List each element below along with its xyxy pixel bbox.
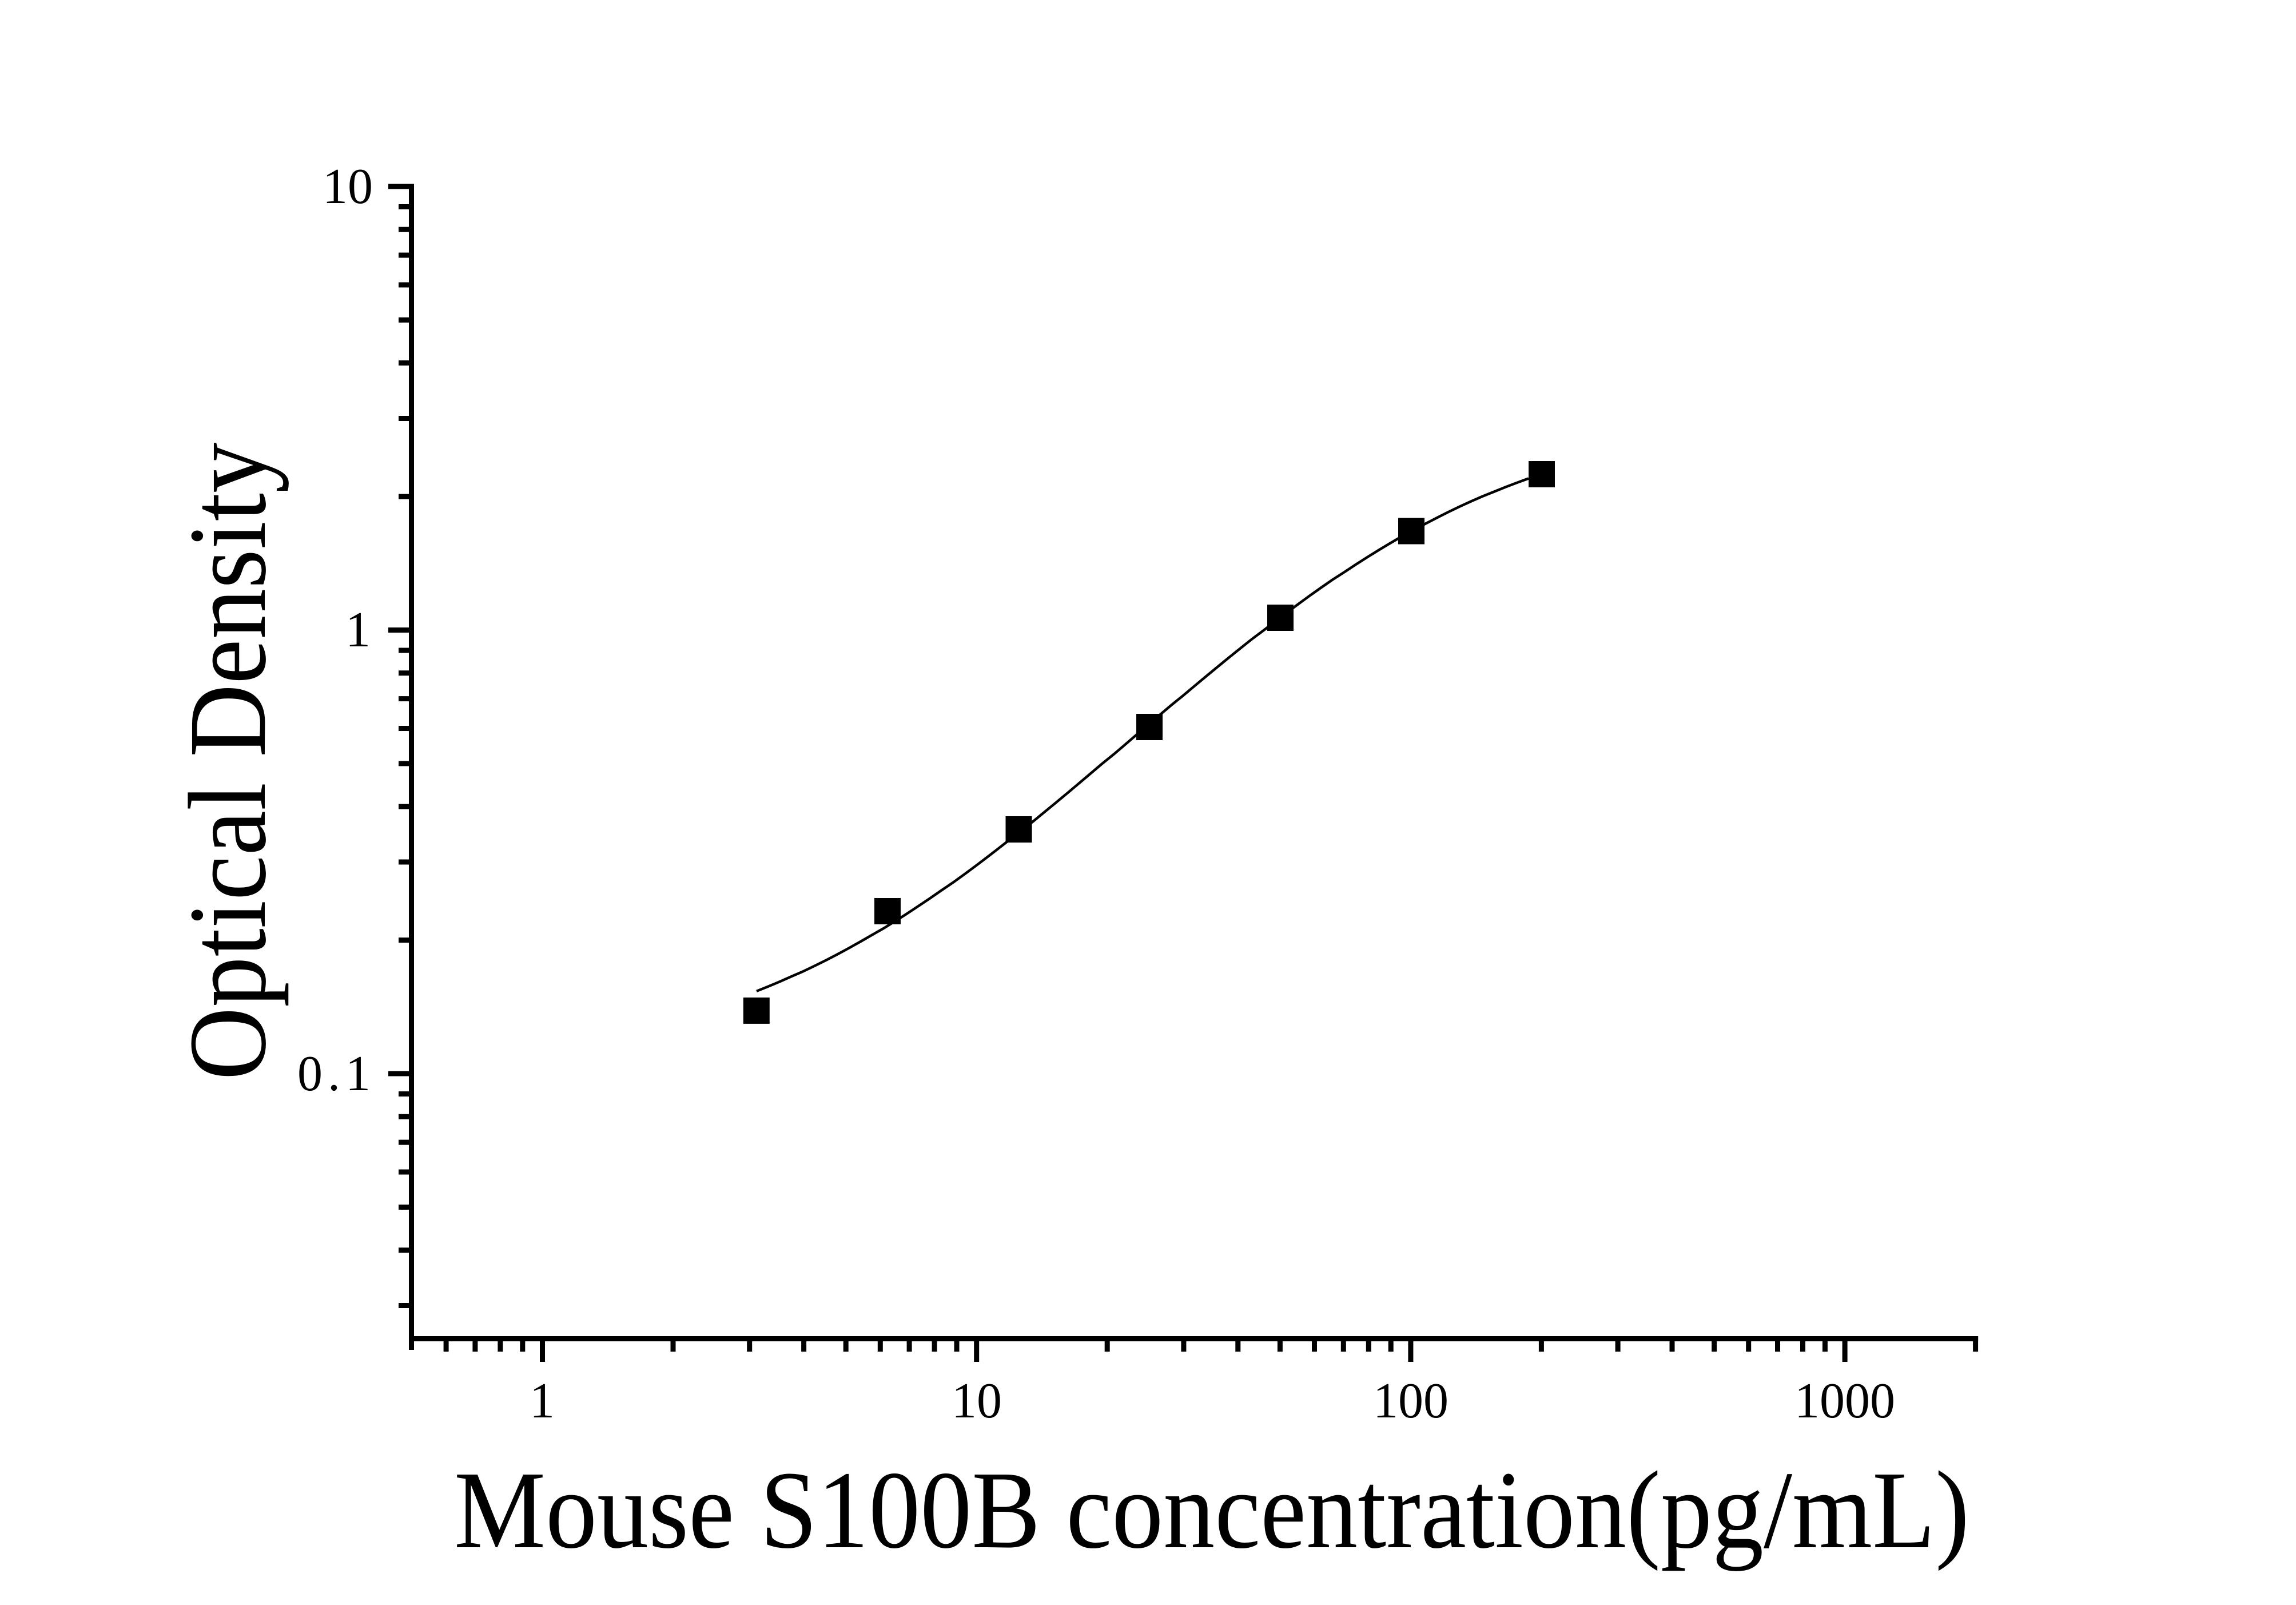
svg-text:1000: 1000 [1794, 1373, 1895, 1429]
svg-text:1: 1 [345, 602, 371, 658]
svg-text:100: 100 [1373, 1373, 1449, 1429]
svg-text:1: 1 [530, 1373, 555, 1429]
svg-text:10: 10 [952, 1373, 1002, 1429]
svg-text:Optical Density: Optical Density [166, 443, 289, 1080]
svg-text:Mouse S100B concentration(pg/m: Mouse S100B concentration(pg/mL) [454, 1448, 1969, 1572]
svg-text:10: 10 [323, 159, 373, 214]
svg-text:0.1: 0.1 [297, 1046, 376, 1102]
